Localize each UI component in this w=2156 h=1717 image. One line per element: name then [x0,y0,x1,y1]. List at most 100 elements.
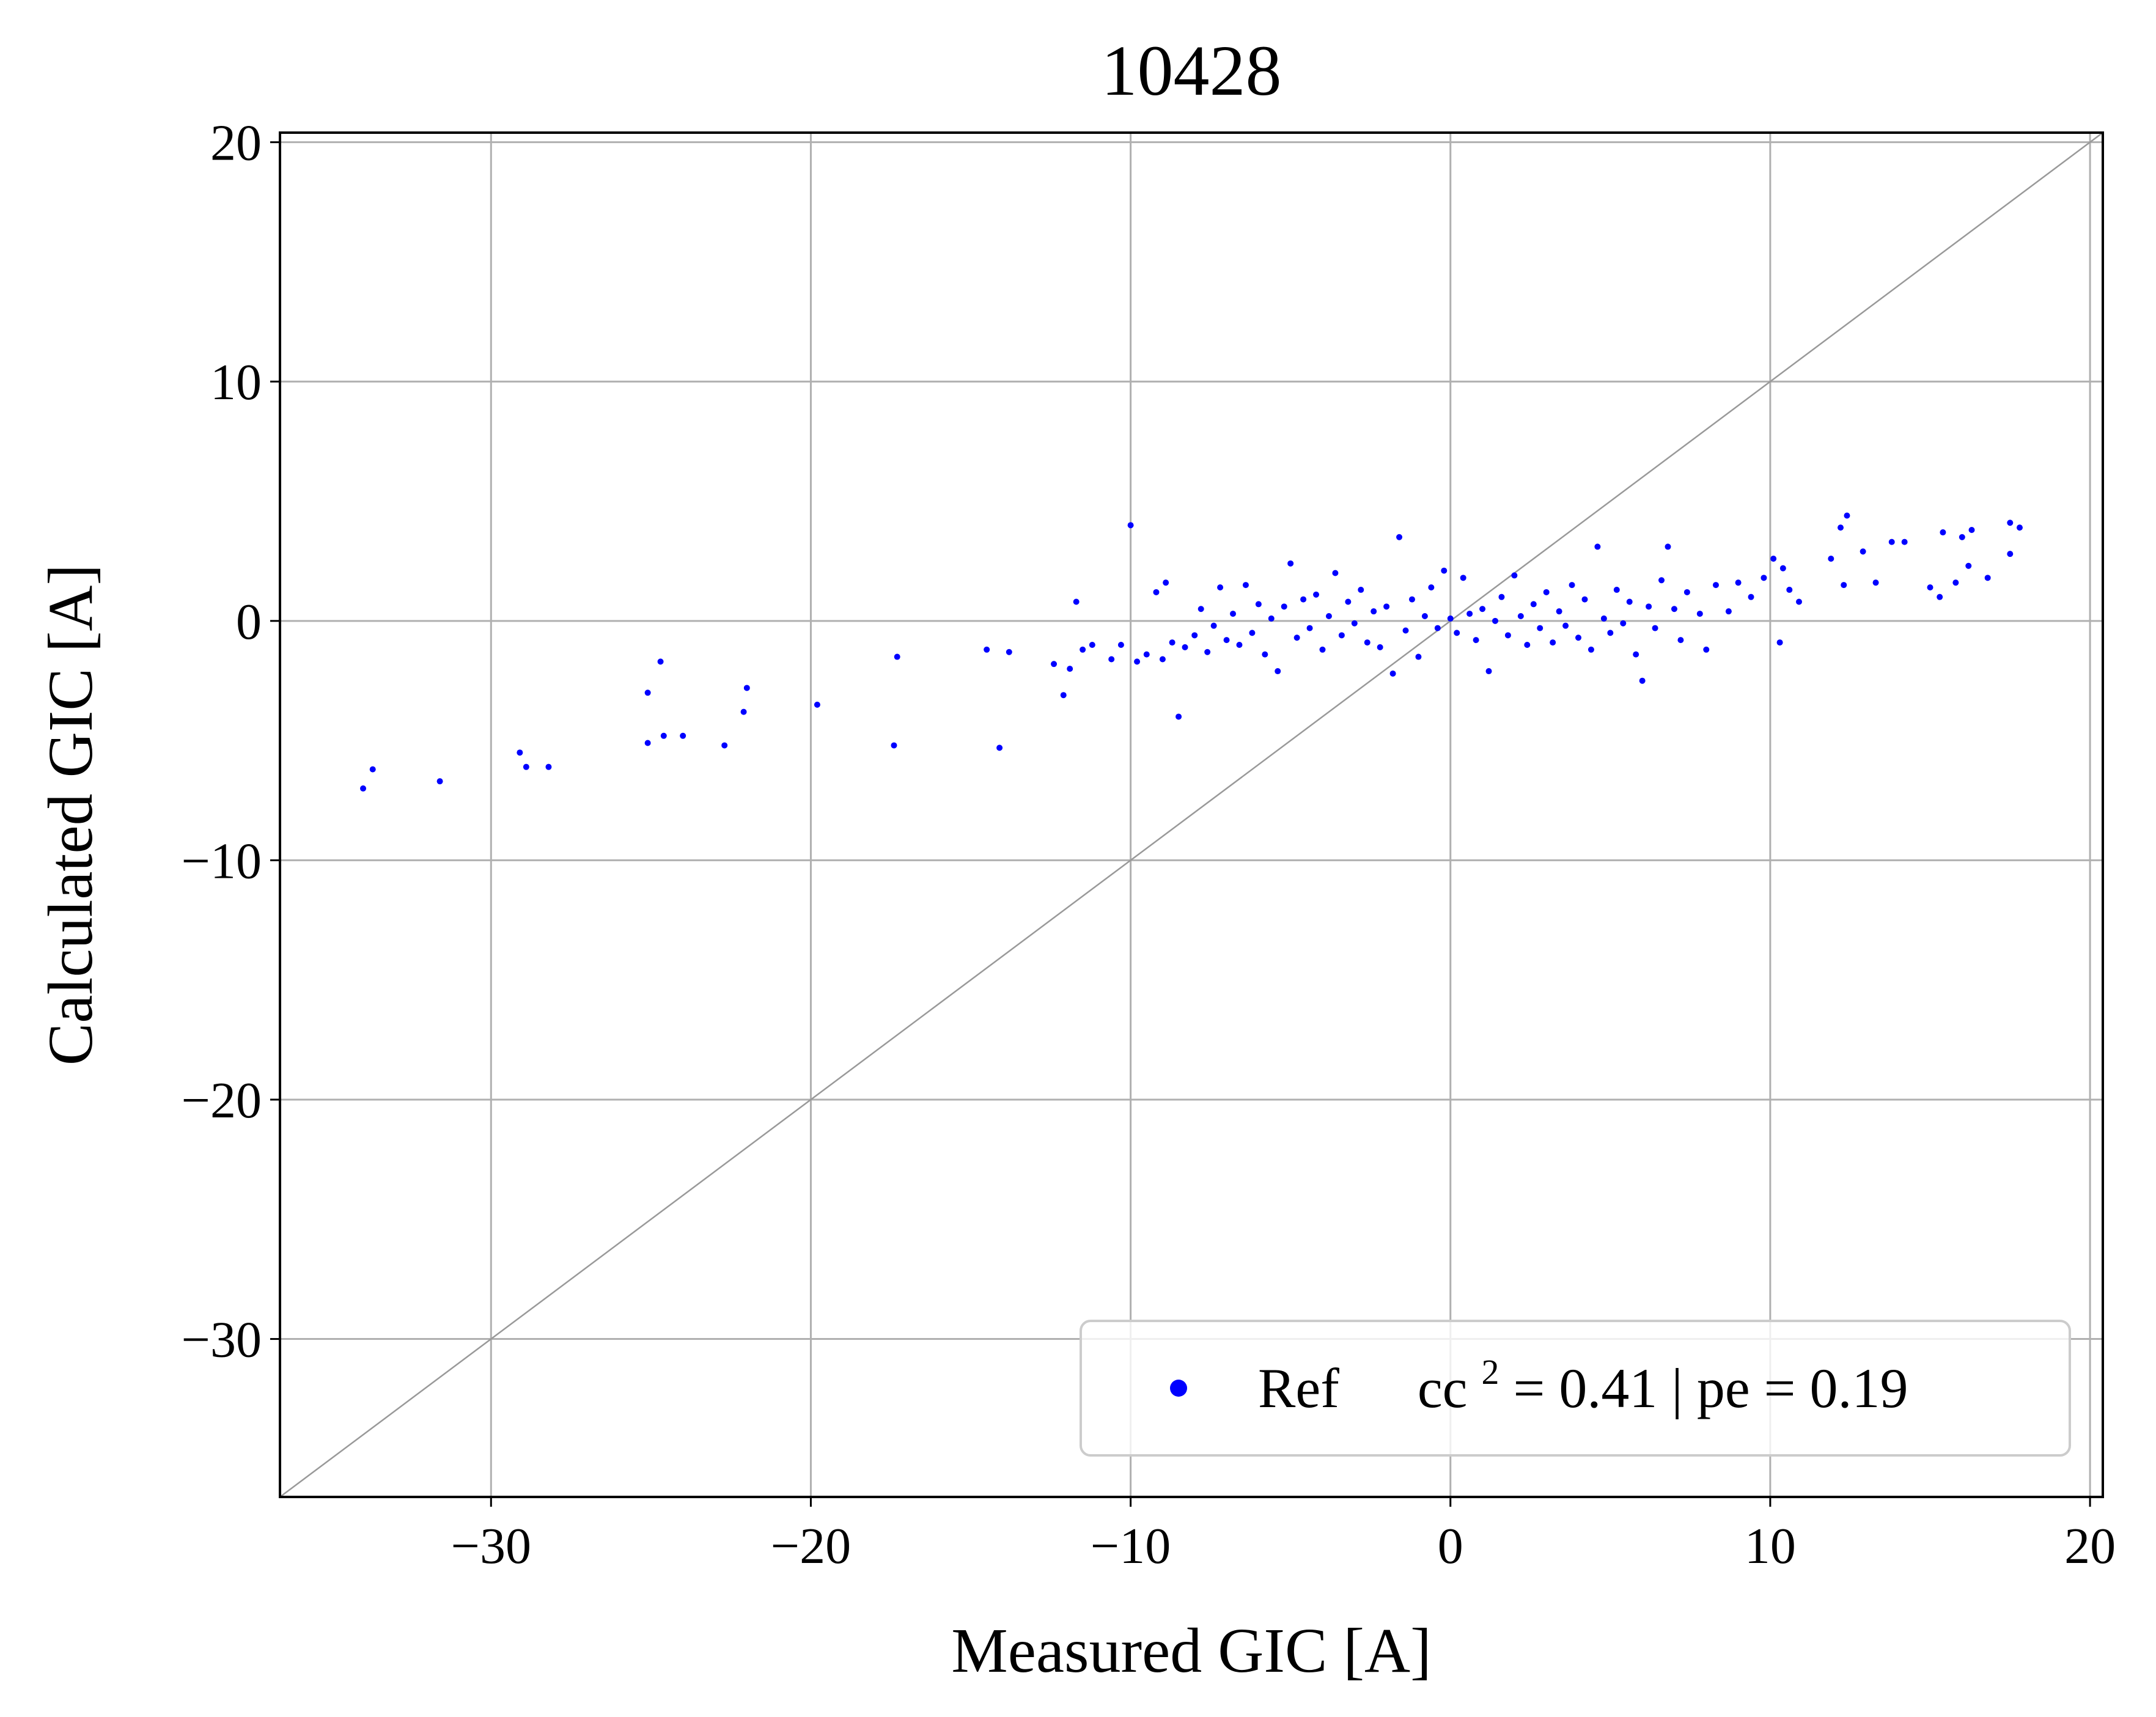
data-point [1268,615,1275,622]
data-point [1498,594,1505,600]
data-point [1968,527,1975,534]
data-point [1479,606,1486,612]
data-point [1683,589,1690,595]
x-tick-label: 20 [2064,1518,2116,1575]
data-point [1652,625,1658,631]
data-point [1281,603,1287,610]
data-point [984,646,990,653]
legend-marker [1170,1380,1187,1397]
data-point [1796,598,1802,605]
data-point [1351,620,1358,627]
data-point [1159,656,1166,663]
data-point [1543,589,1550,595]
data-point [1965,562,1972,569]
data-point [1396,534,1403,540]
data-point [1364,639,1370,646]
data-point [1940,529,1946,535]
data-point [2007,520,2014,526]
y-axis-ticks: −30 −20 −10 0 10 20 [182,115,280,1369]
data-point [1447,615,1454,622]
data-point [1182,644,1188,650]
data-point [1760,575,1767,581]
data-point [740,708,747,715]
data-point [1901,539,1908,545]
legend-series-name: Ref [1258,1357,1339,1419]
data-point [1984,575,1991,581]
data-point [1143,651,1150,658]
data-point [1575,634,1582,641]
data-point [1646,603,1652,610]
data-point [1434,625,1441,631]
data-point [1524,641,1531,648]
data-point [1786,586,1793,593]
data-point [1872,579,1879,586]
y-tick-label: 10 [210,354,262,411]
y-tick-label: 0 [236,594,262,650]
data-points [360,512,2023,792]
data-point [1421,612,1428,619]
data-point [1696,611,1703,617]
data-point [1620,620,1627,627]
data-point [1712,582,1719,589]
data-point [891,742,897,749]
data-point [1163,579,1169,586]
data-point [1402,627,1409,634]
data-point [369,766,376,773]
data-point [1492,617,1498,624]
data-point [1230,611,1237,617]
data-point [1389,670,1396,677]
data-point [1067,666,1073,672]
x-tick-label: −20 [771,1518,851,1575]
data-point [1089,641,1095,648]
data-point [1937,594,1943,600]
x-axis-title: Measured GIC [A] [951,1616,1432,1686]
data-point [2007,551,2014,557]
data-point [996,745,1003,751]
data-point [1677,637,1684,644]
data-point [1169,639,1175,646]
data-point [1828,556,1834,562]
data-point [743,685,750,691]
data-point [1927,584,1933,590]
x-tick-label: −10 [1091,1518,1171,1575]
legend-metrics-suffix: = 0.41 | pe = 0.19 [1514,1357,1908,1419]
data-point [1569,582,1575,589]
data-point [1607,630,1614,636]
data-point [1671,606,1677,612]
data-point [2016,524,2023,531]
data-point [1415,653,1422,660]
data-point [1262,651,1268,658]
data-point [1735,579,1742,586]
data-point [1441,567,1448,574]
data-point [1345,598,1352,605]
data-point [1588,646,1594,653]
data-point [660,732,667,739]
data-point [1888,539,1895,545]
data-point [1504,632,1511,639]
data-point [1633,651,1639,658]
identity-line [279,131,2103,1498]
data-point [1626,598,1633,605]
data-point [1383,603,1390,610]
data-point [1530,601,1537,608]
data-point [1117,641,1124,648]
data-point [1242,582,1249,589]
plot-area-frame [279,131,2104,1498]
data-point [1860,548,1866,555]
data-point [1581,596,1588,603]
data-point [1300,596,1307,603]
data-point [1454,630,1460,636]
data-point [1108,656,1115,663]
data-point [680,732,686,739]
data-point [894,653,900,660]
data-point [1594,543,1601,550]
data-point [1060,692,1067,699]
identity-line-path [279,131,2103,1498]
data-point [1776,639,1783,646]
data-point [1748,594,1754,600]
legend-label: Ref cc 2 = 0.41 | pe = 0.19 [1258,1334,1908,1419]
y-tick-label: 20 [210,115,262,172]
data-point [1703,646,1710,653]
data-point [1306,625,1313,631]
